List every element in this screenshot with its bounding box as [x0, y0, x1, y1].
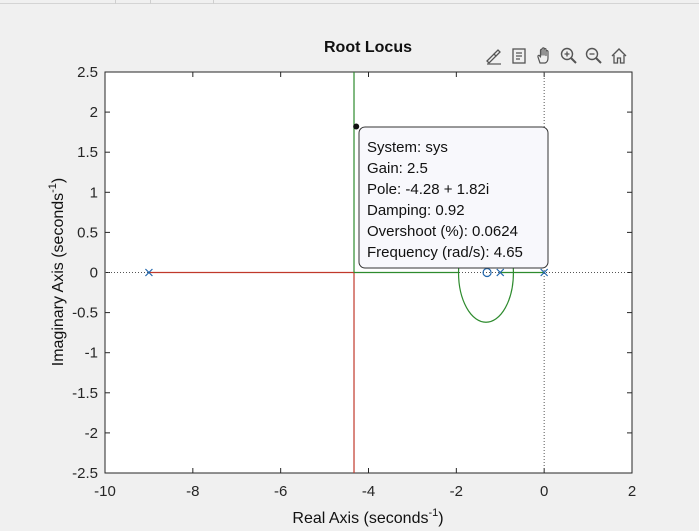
- brush-icon[interactable]: [482, 44, 505, 68]
- home-icon[interactable]: [607, 44, 630, 68]
- pole-marker: [540, 268, 549, 277]
- zoom-out-icon[interactable]: [582, 44, 605, 68]
- datatip-overshoot: Overshoot (%): 0.0624: [367, 223, 518, 240]
- x-tick-label: -8: [186, 483, 199, 500]
- x-tick-label: -2: [450, 483, 463, 500]
- y-tick-label: -0.5: [72, 305, 98, 322]
- y-tick-label: 2.5: [77, 64, 98, 81]
- datatip-system: System: sys: [367, 139, 448, 156]
- x-tick-label: 0: [540, 483, 548, 500]
- y-ticks: -2.5 -2 -1.5 -1 -0.5 0 0.5 1 1.5 2 2.5: [72, 64, 632, 482]
- chart-title: Root Locus: [324, 39, 412, 56]
- pole-marker: [144, 268, 153, 277]
- datatip-gain: Gain: 2.5: [367, 160, 428, 177]
- datatip-frequency: Frequency (rad/s): 4.65: [367, 244, 523, 261]
- datatip-marker: [353, 123, 360, 130]
- datatip[interactable]: System: sys Gain: 2.5 Pole: -4.28 + 1.82…: [353, 123, 549, 269]
- datatip-box: [358, 126, 549, 269]
- y-tick-label: 2: [90, 104, 98, 121]
- pan-icon[interactable]: [532, 44, 555, 68]
- pole-marker: [496, 268, 505, 277]
- x-tick-label: -6: [274, 483, 287, 500]
- y-axis-label: Imaginary Axis (seconds-1): [47, 178, 67, 367]
- y-tick-label: -1.5: [72, 385, 98, 402]
- y-tick-label: -2.5: [72, 465, 98, 482]
- y-tick-label: 1.5: [77, 144, 98, 161]
- figure-toolbar-strip: [0, 0, 699, 4]
- y-tick-label: -2: [85, 425, 98, 442]
- y-tick-label: 1: [90, 184, 98, 201]
- y-tick-label: -1: [85, 345, 98, 362]
- datatip-pole: Pole: -4.28 + 1.82i: [367, 181, 489, 198]
- y-tick-label: 0: [90, 265, 98, 282]
- x-tick-label: 2: [628, 483, 636, 500]
- y-tick-label: 0.5: [77, 224, 98, 241]
- x-ticks: -10 -8 -6 -4 -2 0 2: [94, 72, 636, 500]
- datatip-damping: Damping: 0.92: [367, 202, 465, 219]
- axes-toolbar: [482, 44, 630, 68]
- x-axis-label: Real Axis (seconds-1): [292, 507, 443, 527]
- datatip-icon[interactable]: [507, 44, 530, 68]
- x-tick-label: -4: [362, 483, 375, 500]
- x-tick-label: -10: [94, 483, 116, 500]
- zoom-in-icon[interactable]: [557, 44, 580, 68]
